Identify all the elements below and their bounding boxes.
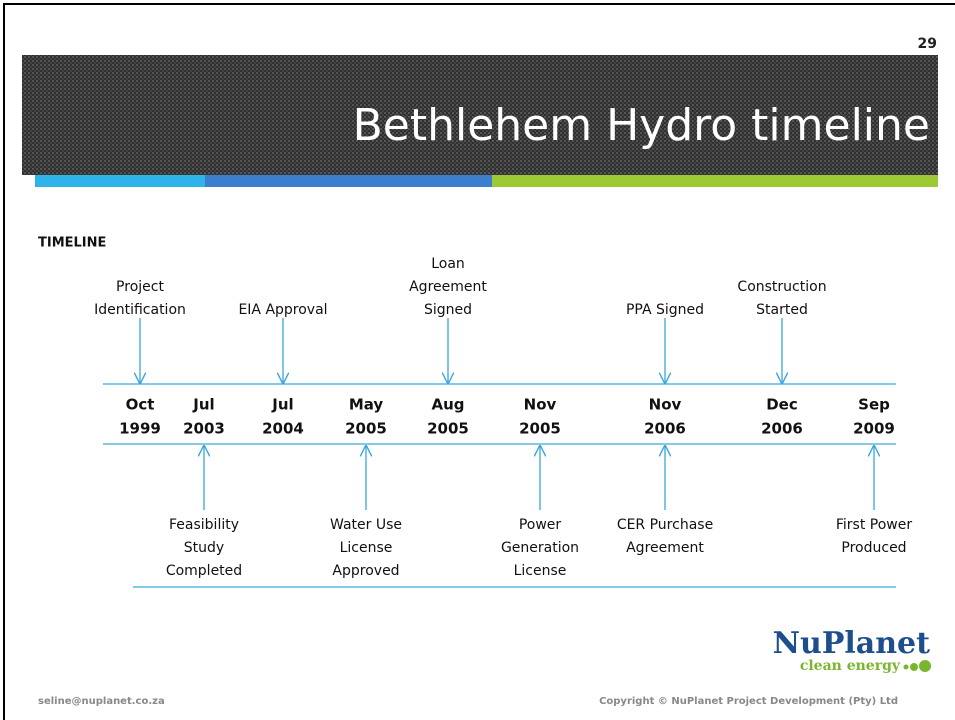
header-band: [22, 55, 938, 175]
section-label: TIMELINE: [38, 236, 106, 251]
event-label: Agreement: [626, 540, 704, 556]
event-label: EIA Approval: [238, 302, 327, 318]
date-year: 2003: [183, 420, 225, 438]
event-label: Signed: [424, 302, 472, 318]
date-month: Oct: [126, 396, 155, 414]
date-month: Nov: [524, 396, 557, 414]
date-month: Nov: [649, 396, 682, 414]
accent-bar: [492, 175, 938, 187]
event-label: Loan: [431, 256, 465, 272]
logo-dot: [903, 664, 909, 670]
event-label: Construction: [737, 279, 826, 295]
slide-border: [3, 3, 955, 720]
event-label: Generation: [501, 540, 579, 556]
accent-bar: [35, 175, 205, 187]
date-year: 2005: [427, 420, 469, 438]
date-month: Aug: [431, 396, 464, 414]
event-label: Water Use: [330, 517, 402, 533]
event-label: Agreement: [409, 279, 487, 295]
event-label: First Power: [836, 517, 912, 533]
footer-copyright: Copyright © NuPlanet Project Development…: [599, 696, 898, 707]
event-label: Approved: [332, 563, 399, 579]
event-label: Study: [184, 540, 224, 556]
event-label: Project: [116, 279, 164, 295]
event-label: Power: [519, 517, 562, 533]
logo-dot: [919, 660, 931, 672]
date-year: 2009: [853, 420, 895, 438]
event-label: License: [340, 540, 393, 556]
slide-title: Bethlehem Hydro timeline: [353, 100, 930, 151]
date-month: May: [349, 396, 384, 414]
date-month: Dec: [766, 396, 798, 414]
date-year: 1999: [119, 420, 161, 438]
accent-bar: [205, 175, 492, 187]
logo-tagline: clean energy: [800, 658, 901, 674]
date-month: Sep: [858, 396, 890, 414]
event-label: Feasibility: [169, 517, 239, 533]
date-month: Jul: [192, 396, 214, 414]
date-month: Jul: [271, 396, 293, 414]
date-year: 2005: [519, 420, 561, 438]
page-number: 29: [918, 36, 937, 52]
event-label: Identification: [94, 302, 186, 318]
event-label: Started: [756, 302, 808, 318]
event-label: License: [514, 563, 567, 579]
event-label: Completed: [166, 563, 242, 579]
logo-name: NuPlanet: [773, 626, 931, 661]
date-year: 2006: [644, 420, 686, 438]
date-year: 2004: [262, 420, 304, 438]
event-label: PPA Signed: [626, 302, 704, 318]
event-label: Produced: [841, 540, 906, 556]
logo-dot: [910, 663, 918, 671]
event-label: CER Purchase: [617, 517, 713, 533]
footer-email: seline@nuplanet.co.za: [38, 696, 165, 707]
date-year: 2005: [345, 420, 387, 438]
date-year: 2006: [761, 420, 803, 438]
